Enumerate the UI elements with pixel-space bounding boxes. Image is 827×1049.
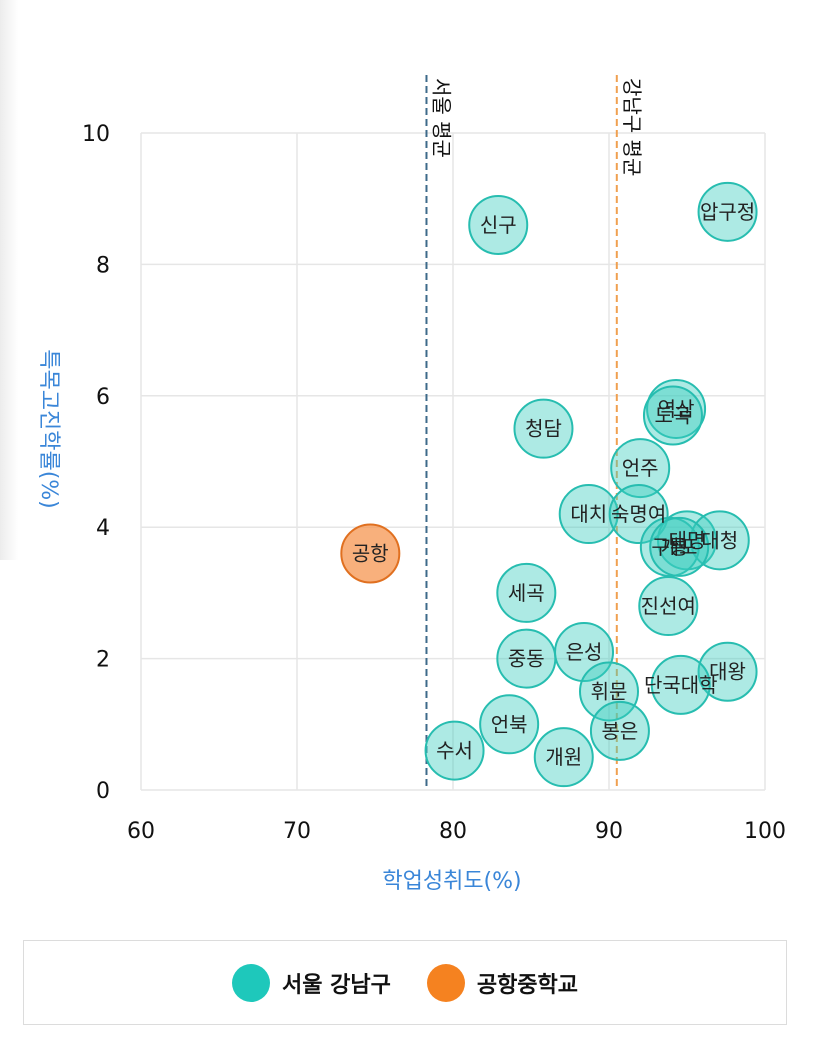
y-tick-label: 10 (82, 122, 110, 147)
data-point (496, 562, 557, 623)
data-point (340, 523, 401, 584)
data-point-label: 휘문 (591, 679, 628, 703)
legend-item-gonghang[interactable]: 공항중학교 (426, 963, 579, 1002)
data-point-label: 대명 (669, 528, 706, 552)
data-point (650, 654, 711, 715)
data-point-label: 공항 (352, 541, 389, 565)
legend-swatch-gonghang (426, 963, 465, 1002)
data-point (697, 181, 758, 242)
y-axis-title: 특목고진학률(%) (36, 349, 61, 509)
data-point (649, 516, 710, 577)
data-point-label: 개포 (661, 535, 698, 559)
data-point (639, 516, 700, 577)
data-point-label: 세곡 (508, 581, 545, 605)
data-point (533, 727, 594, 788)
y-tick-label: 2 (96, 648, 110, 673)
legend-item-gangnam[interactable]: 서울 강남구 (231, 963, 391, 1002)
data-point-label: 언북 (491, 712, 528, 736)
data-point (579, 661, 639, 722)
data-point (589, 700, 650, 761)
data-point-label: 숙명여 (611, 502, 666, 526)
legend-label-gangnam: 서울 강남구 (281, 972, 391, 998)
data-point-label: 청담 (525, 417, 562, 441)
data-point-label: 수서 (436, 739, 473, 763)
data-point-label: 은성 (566, 640, 603, 664)
data-point (689, 510, 750, 571)
data-point-label: 대치 (570, 502, 607, 526)
legend: 서울 강남구 공항중학교 (23, 940, 787, 1025)
left-shade (0, 0, 18, 560)
x-tick-label: 100 (744, 819, 786, 844)
data-point-label: 역삼 (658, 397, 695, 421)
legend-swatch-gangnam (231, 963, 270, 1002)
data-point (610, 438, 671, 499)
data-point-label: 언주 (622, 456, 659, 480)
y-tick-label: 8 (96, 253, 110, 278)
data-point-label: 개원 (545, 745, 582, 769)
data-point (468, 194, 529, 255)
data-point-label: 압구정 (700, 200, 755, 224)
x-axis-title: 학업성취도(%) (382, 869, 521, 894)
data-point-label: 도곡 (655, 404, 692, 428)
y-tick-label: 6 (96, 385, 110, 410)
scatter-chart: 서울 평균 강남구 평균 0 2 4 6 8 10 60 70 80 90 100 신구 압구정역삼도곡… (36, 75, 786, 894)
data-point (424, 720, 485, 781)
reference-line-label: 서울 평균 (429, 78, 453, 158)
data-point (558, 484, 619, 545)
data-point-label: 신구 (480, 213, 517, 237)
x-tick-label: 70 (283, 819, 311, 844)
data-point-label: 단국대학 (644, 673, 718, 697)
data-point-label: 구룡 (651, 535, 688, 559)
data-point (638, 576, 699, 637)
legend-label-gonghang: 공항중학교 (476, 972, 579, 998)
x-tick-label: 90 (595, 819, 623, 844)
y-tick-label: 0 (96, 779, 110, 804)
data-point (608, 484, 669, 545)
data-point (697, 641, 758, 702)
x-tick-label: 60 (127, 819, 155, 844)
data-point-label: 중동 (508, 647, 545, 671)
axis-ticks: 0 2 4 6 8 10 60 70 80 90 100 (82, 122, 786, 844)
data-point (479, 694, 540, 755)
data-point-label: 봉은 (602, 719, 639, 743)
data-point (513, 398, 574, 459)
reference-lines: 서울 평균 강남구 평균 (425, 75, 644, 790)
reference-line-label: 강남구 평균 (620, 78, 644, 176)
y-tick-label: 4 (96, 516, 110, 541)
data-point-label: 진선여 (641, 594, 696, 618)
x-tick-label: 80 (439, 819, 467, 844)
data-point-label: 대왕 (709, 660, 746, 684)
data-point (642, 385, 703, 446)
data-point (496, 628, 557, 689)
data-point (646, 378, 707, 439)
data-point-label: 대청 (701, 528, 738, 552)
